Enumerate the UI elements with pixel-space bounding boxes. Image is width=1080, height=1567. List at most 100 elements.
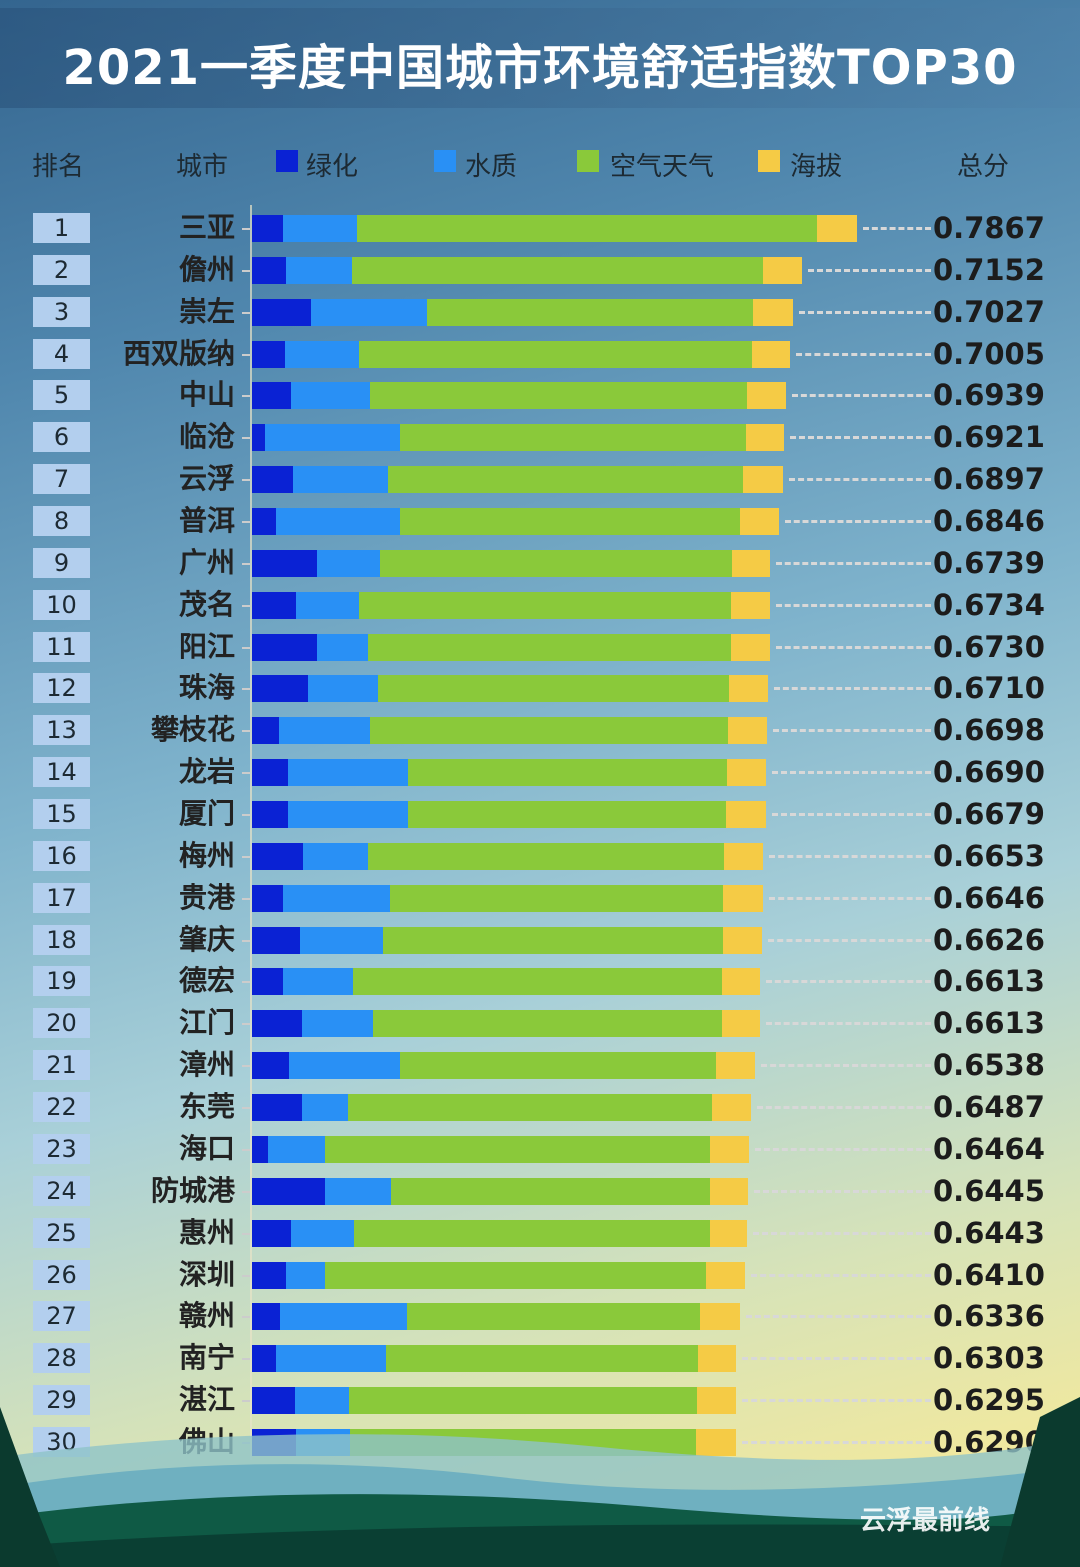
rank-label: 25 [33, 1217, 90, 1248]
rank-label: 26 [33, 1259, 90, 1290]
leader-line [775, 645, 931, 649]
header-total: 总分 [957, 152, 1010, 182]
city-label: 南宁 [178, 1341, 235, 1375]
axis-tick [242, 646, 250, 649]
bar-segment-air [407, 1303, 701, 1331]
landscape-decoration [0, 1397, 1080, 1567]
leader-line [766, 1022, 931, 1026]
total-score: 0.6646 [933, 880, 1045, 915]
total-score: 0.6443 [933, 1215, 1045, 1250]
total-score: 0.6336 [933, 1299, 1045, 1334]
leader-line [757, 1106, 931, 1110]
city-label: 普洱 [178, 504, 235, 538]
rank-label: 2 [33, 254, 90, 285]
total-score: 0.6730 [933, 629, 1045, 664]
bar-segment-air [379, 549, 732, 577]
total-score: 0.6653 [933, 838, 1045, 873]
bar-segment-altitude [715, 1052, 755, 1080]
bar-segment-water [275, 1345, 386, 1373]
legend-label-altitude: 海拔 [790, 152, 843, 182]
bar-segment-altitude [705, 1261, 745, 1289]
rank-label: 24 [33, 1175, 90, 1206]
header-city: 城市 [176, 152, 229, 182]
total-score: 0.6897 [933, 462, 1045, 497]
bar-segment-air [348, 1387, 698, 1415]
city-label: 海口 [178, 1131, 235, 1165]
rank-label: 27 [33, 1301, 90, 1332]
bar-segment-water [302, 842, 369, 870]
rank-label: 8 [33, 506, 90, 537]
leader-line [750, 1273, 931, 1277]
total-score: 0.6739 [933, 545, 1045, 580]
axis-tick [242, 1148, 250, 1151]
bar-segment-altitude [731, 591, 770, 619]
city-label: 龙岩 [178, 755, 235, 789]
bar-segment-water [288, 759, 409, 787]
axis-tick [242, 521, 250, 524]
axis-tick [242, 939, 250, 942]
leader-line [775, 603, 931, 607]
bar-segment-water [311, 298, 427, 326]
bar-segment-water [288, 801, 409, 829]
rank-label: 10 [33, 589, 90, 620]
total-score: 0.6487 [933, 1090, 1045, 1125]
rank-label: 4 [33, 338, 90, 369]
total-score: 0.6626 [933, 922, 1045, 957]
leader-line [754, 1147, 931, 1151]
bar-segment-altitude [711, 1094, 752, 1122]
axis-tick [242, 1274, 250, 1277]
leader-line [766, 980, 931, 984]
axis-tick [242, 1065, 250, 1068]
total-score: 0.6690 [933, 755, 1045, 790]
rank-label: 6 [33, 422, 90, 453]
total-score: 0.6613 [933, 1006, 1045, 1041]
chart-title: 2021一季度中国城市环境舒适指数TOP30 [62, 40, 1018, 96]
bar-segment-greening [252, 549, 318, 577]
bar-segment-altitude [751, 340, 791, 368]
bar-segment-altitude [745, 424, 785, 452]
city-label: 珠海 [178, 671, 235, 705]
city-label: 崇左 [178, 294, 235, 328]
bar-segment-air [385, 1345, 698, 1373]
leader-line [790, 436, 931, 440]
bar-segment-altitude [731, 633, 770, 661]
city-label: 贵港 [178, 880, 235, 914]
city-label: 德宏 [178, 964, 235, 998]
bar-segment-water [279, 1303, 408, 1331]
total-score: 0.6445 [933, 1173, 1045, 1208]
rank-label: 5 [33, 380, 90, 411]
leader-line [742, 1399, 931, 1403]
bar-segment-greening [252, 1052, 289, 1080]
bar-segment-greening [252, 759, 289, 787]
bar-segment-air [400, 424, 746, 452]
axis-tick [242, 730, 250, 733]
city-label: 深圳 [178, 1257, 235, 1291]
bar-segment-water [265, 424, 401, 452]
leader-line [753, 1231, 931, 1235]
total-score: 0.6613 [933, 964, 1045, 999]
bar-segment-altitude [723, 884, 764, 912]
rank-label: 3 [33, 296, 90, 327]
bar-segment-altitude [710, 1135, 749, 1163]
category-axis-line [250, 205, 252, 1460]
bar-segment-greening [252, 1010, 302, 1038]
bar-segment-air [358, 591, 732, 619]
bar-segment-greening [252, 926, 300, 954]
bar-segment-greening [252, 717, 279, 745]
bar-segment-air [368, 633, 732, 661]
bar-segment-air [369, 717, 728, 745]
city-label: 漳州 [178, 1048, 235, 1082]
rank-label: 20 [33, 1008, 90, 1039]
bar-segment-air [426, 298, 754, 326]
axis-tick [242, 228, 250, 230]
total-score: 0.6921 [933, 420, 1045, 455]
city-label: 三亚 [178, 211, 235, 244]
leader-line [742, 1357, 931, 1361]
bar-segment-air [348, 1094, 712, 1122]
city-label: 赣州 [178, 1299, 235, 1333]
leader-line [796, 352, 931, 356]
bar-segment-air [408, 759, 728, 787]
city-label: 肇庆 [178, 922, 235, 956]
axis-tick [242, 437, 250, 440]
rank-label: 14 [33, 757, 90, 788]
